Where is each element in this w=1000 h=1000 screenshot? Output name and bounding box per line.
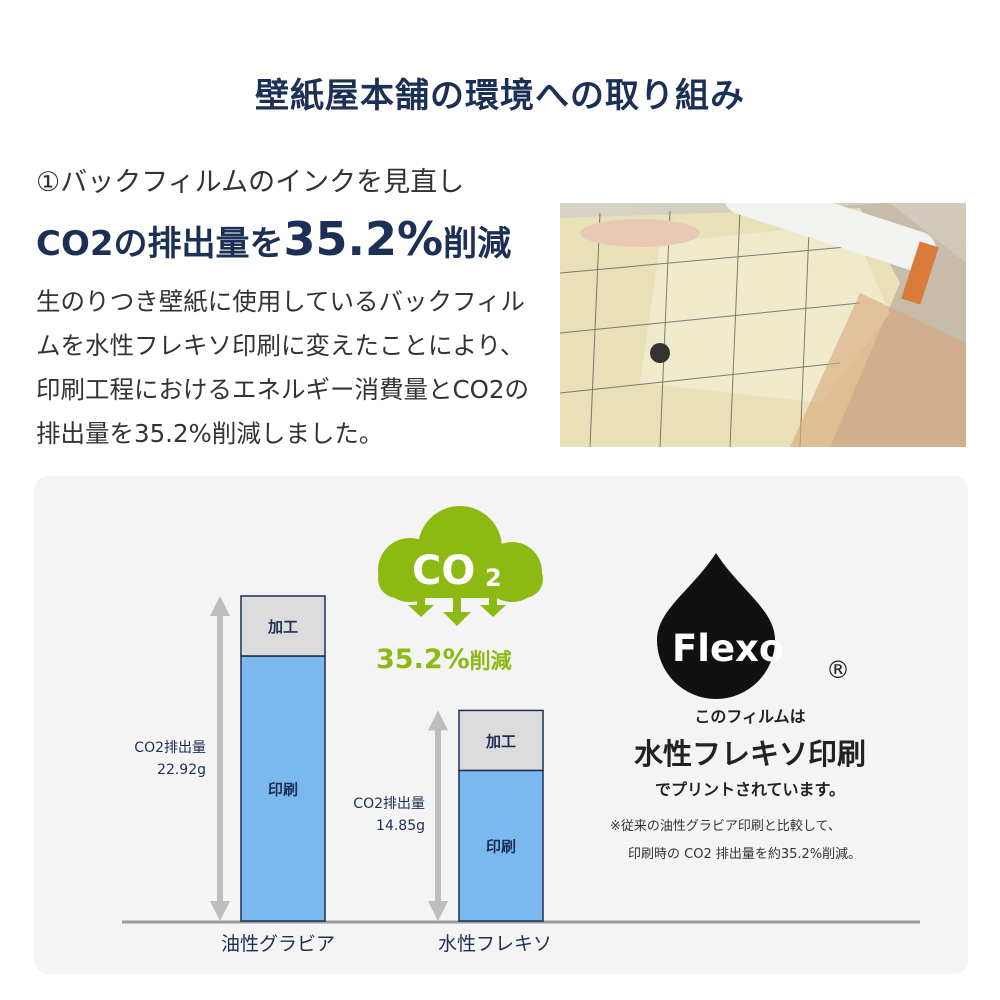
segment-label: 加工 [267,618,298,636]
flexo-note1: ※従来の油性グラビア印刷と比較して、 [610,819,841,834]
segment-label: 加工 [485,732,516,750]
headline-pre: CO2の排出量を [36,224,284,264]
headline: CO2の排出量を35.2%削減 [36,212,511,266]
body-text: 生のりつき壁紙に使用しているバックフィルムを水性フレキソ印刷に変えたことにより、… [36,287,529,448]
flexo-note2: 印刷時の CO2 排出量を約35.2%削減。 [628,847,862,862]
arrow-down-icon [428,901,448,921]
bar-segment [240,595,326,657]
category-label: 水性フレキソ [438,933,552,955]
section-subtitle: ①バックフィルムのインクを見直し [36,167,465,198]
total-value: 22.92g [157,762,206,778]
ink-drop-icon [657,553,775,699]
flexo-logo-text: Flexo [672,627,784,670]
flexo-line2: 水性フレキソ印刷 [633,737,866,771]
cloud-subscript: 2 [485,564,502,592]
arrow-down-icon [210,901,230,921]
reduction-value: 35.2%削減 [376,644,512,675]
headline-value: 35.2% [283,212,444,266]
total-label: CO2排出量 [134,740,206,756]
registered-mark: ® [826,656,850,684]
flexo-line1: このフィルムは [694,707,806,726]
category-label: 油性グラビア [221,933,335,955]
page-title: 壁紙屋本舗の環境への取り組み [255,76,745,116]
flexo-line3: でプリントされています。 [655,780,845,799]
co2-cloud-icon [378,506,543,626]
arrow-up-icon [428,710,448,731]
product-photo [560,203,966,447]
arrow-up-icon [210,596,230,616]
segment-label: 印刷 [486,838,516,856]
total-value: 14.85g [376,818,425,834]
bar-segment [458,709,544,772]
segment-label: 印刷 [268,780,298,798]
total-label: CO2排出量 [353,796,425,812]
cloud-text: CO [412,548,475,594]
headline-post: 削減 [443,224,512,264]
